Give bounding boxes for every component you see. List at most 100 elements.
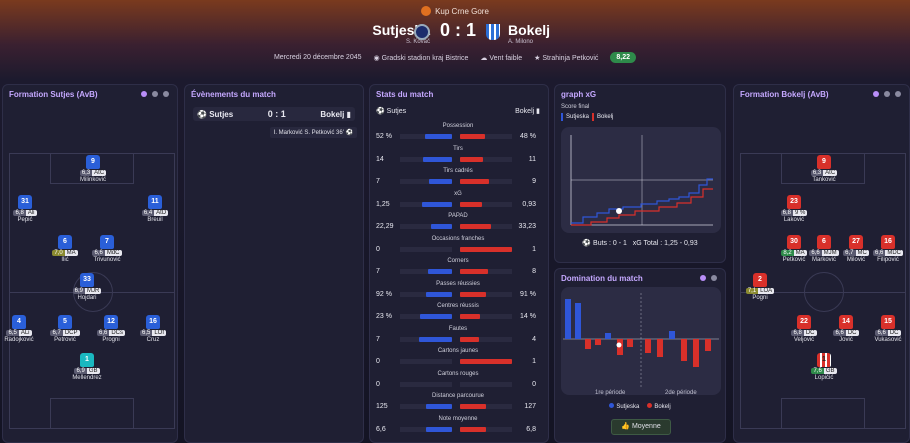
player-home-2[interactable]: 11 6,4 AtD Breuil	[125, 195, 177, 223]
stat-label: Tirs	[453, 145, 463, 152]
goal-event[interactable]: I. Marković S. Petković 36' ⚽	[269, 127, 357, 138]
player-rating: 6,5	[139, 330, 153, 336]
away-view-dot-1[interactable]	[873, 91, 879, 97]
player-home-9[interactable]: 16 6,5 LOf Cruz	[123, 315, 177, 343]
player-home-1[interactable]: 31 6,8 Ali Pepić	[3, 195, 55, 223]
stat-home-bar	[419, 336, 452, 342]
match-meta: Mercredi 20 décembre 2045 ◉ Gradski stadi…	[0, 52, 910, 63]
away-view-toggle[interactable]	[873, 91, 901, 97]
xg-legend-home[interactable]: Sutjeska	[561, 113, 592, 121]
player-badges: 6,6 DC	[816, 330, 876, 336]
player-away-8[interactable]: 14 6,6 DC Jović	[816, 315, 876, 343]
trophy-icon	[421, 6, 432, 16]
view-dot-3[interactable]	[163, 91, 169, 97]
player-rating: 7,6	[811, 368, 824, 374]
shirt-icon: 2	[753, 273, 767, 287]
player-position: MdC	[104, 250, 122, 256]
player-home-5[interactable]: 33 6,9 MJR Hojdari	[57, 273, 117, 301]
stat-away-bar	[460, 314, 480, 319]
player-position: MA	[64, 250, 78, 256]
average-button[interactable]: 👍 Moyenne	[611, 419, 671, 435]
player-away-4[interactable]: 27 6,7 MC Milović	[826, 235, 886, 263]
events-home[interactable]: ⚽ Sutjes	[197, 109, 234, 119]
player-badges: 6,4 AtD	[125, 210, 177, 216]
xg-legend-away[interactable]: Bokelj	[592, 113, 616, 121]
stat-home-value: 22,29	[376, 223, 394, 230]
player-home-0[interactable]: 9 6,3 AtC Milinković	[63, 155, 123, 183]
stat-label: PAPAD	[448, 213, 468, 219]
goal-marker-icon	[616, 342, 622, 348]
view-dot-2[interactable]	[152, 91, 158, 97]
domination-dot-2[interactable]	[711, 275, 717, 281]
player-away-5[interactable]: 16 6,6 MDC Filipović	[858, 235, 909, 263]
shirt-icon: 31	[18, 195, 32, 209]
shirt-icon: 27	[849, 235, 863, 249]
stat-home-value: 6,6	[376, 425, 386, 433]
player-badges: 6,9 GB	[57, 368, 117, 374]
away-view-dot-2[interactable]	[884, 91, 890, 97]
player-name: Breuil	[147, 217, 163, 223]
stat-away-bar	[460, 336, 479, 342]
player-away-3[interactable]: 6 6,6 MJM Marković	[794, 235, 854, 263]
player-home-10[interactable]: 1 6,9 GB Mellendrez	[57, 353, 117, 381]
shirt-icon: 12	[104, 315, 118, 329]
player-away-9[interactable]: 15 6,6 DC Vukasović	[858, 315, 909, 343]
player-badges: 6,8 Ali	[3, 210, 55, 216]
home-formation-title: Formation Sutjes (AvB)	[9, 90, 98, 99]
player-badges: 6,6 DCs	[81, 330, 141, 336]
domination-toggle[interactable]	[700, 275, 717, 281]
away-view-dot-3[interactable]	[895, 91, 901, 97]
player-home-4[interactable]: 7 6,6 MdC Trivunović	[77, 235, 137, 263]
player-rating: 7,0	[52, 250, 65, 256]
player-name: Mellendrez	[72, 375, 102, 381]
xg-footer-total: xG Total : 1,25 - 0,93	[632, 240, 698, 247]
stat-away-value: 6,8	[526, 425, 536, 433]
domination-panel: Domination du match 1re période 2de péri…	[554, 268, 726, 443]
stat-label: xG	[454, 190, 462, 197]
weather-label: Vent faible	[489, 54, 523, 62]
player-name: Tanković	[812, 177, 836, 183]
events-away[interactable]: Bokelj ▮	[320, 109, 351, 119]
player-rating: 7,1	[745, 288, 759, 294]
player-away-6[interactable]: 2 7,1 LOA Pogni	[734, 273, 790, 301]
view-dot-1[interactable]	[141, 91, 147, 97]
stadium[interactable]: ◉ Gradski stadion kraj Bistrice	[374, 54, 469, 62]
player-name: Trivunović	[93, 257, 121, 263]
player-away-2[interactable]: 30 8,2 MA Petković	[764, 235, 824, 263]
dom-legend-home[interactable]: Sutjeska	[609, 403, 639, 410]
stadium-icon: ◉	[373, 54, 380, 62]
motm-rating: 8,22	[610, 52, 637, 63]
goal-text: I. Marković S. Petković 36'	[273, 130, 344, 136]
dom-legend-away[interactable]: Bokelj	[647, 403, 671, 410]
stat-home-bar	[423, 156, 452, 162]
player-rating: 6,6	[875, 330, 888, 336]
stat-home-bar	[420, 314, 452, 319]
away-team[interactable]: Bokelj A. Milono	[508, 22, 550, 45]
man-of-the-match[interactable]: ★ Strahinja Petković	[534, 54, 598, 62]
player-home-6[interactable]: 4 6,5 ALi Radojković	[3, 315, 49, 343]
stat-home-bar	[426, 291, 452, 297]
player-home-8[interactable]: 12 6,6 DCs Progni	[81, 315, 141, 343]
stat-home-bar	[429, 179, 452, 184]
away-formation-title: Formation Bokelj (AvB)	[740, 90, 829, 99]
stat-away-bar	[460, 404, 486, 409]
player-home-7[interactable]: 5 6,7 DCP Petrović	[35, 315, 95, 343]
player-badges: 6,6 MDC	[858, 250, 909, 256]
view-toggle[interactable]	[141, 91, 169, 97]
shirt-icon: 9	[817, 155, 831, 169]
player-away-0[interactable]: 9 6,3 AtC Tanković	[794, 155, 854, 183]
shirt-icon: 1	[817, 353, 831, 367]
home-crest-icon[interactable]	[414, 24, 430, 40]
shirt-icon: 33	[80, 273, 94, 287]
player-rating: 6,9	[72, 288, 85, 294]
player-home-3[interactable]: 6 7,0 MA Ilić	[35, 235, 95, 263]
player-rating: 6,4	[141, 210, 155, 216]
player-away-1[interactable]: 23 6,8 9 % Laković	[764, 195, 824, 223]
player-name: Filipović	[877, 257, 899, 263]
player-away-7[interactable]: 22 6,8 DC Veljović	[774, 315, 834, 343]
competition[interactable]: Kup Crne Gore	[0, 6, 910, 16]
domination-dot-1[interactable]	[700, 275, 706, 281]
stat-away-bar	[460, 246, 512, 252]
away-crest-icon[interactable]	[486, 24, 500, 40]
player-away-10[interactable]: 1 7,6 GB Lopičić	[794, 353, 854, 381]
